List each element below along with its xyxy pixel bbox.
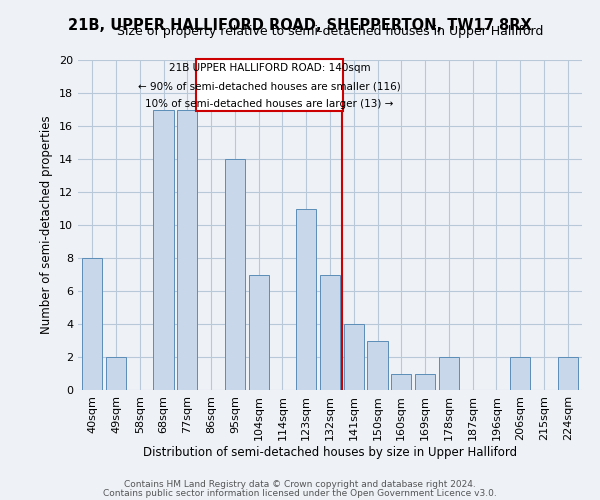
Text: 21B, UPPER HALLIFORD ROAD, SHEPPERTON, TW17 8RX: 21B, UPPER HALLIFORD ROAD, SHEPPERTON, T… xyxy=(68,18,532,32)
Text: 21B UPPER HALLIFORD ROAD: 140sqm: 21B UPPER HALLIFORD ROAD: 140sqm xyxy=(169,63,370,73)
Bar xyxy=(154,110,173,390)
Bar xyxy=(177,110,197,390)
Text: 10% of semi-detached houses are larger (13) →: 10% of semi-detached houses are larger (… xyxy=(145,98,394,108)
Bar xyxy=(225,159,245,390)
Bar xyxy=(248,274,269,390)
Bar xyxy=(510,357,530,390)
Text: Contains HM Land Registry data © Crown copyright and database right 2024.: Contains HM Land Registry data © Crown c… xyxy=(124,480,476,489)
Bar xyxy=(106,357,126,390)
X-axis label: Distribution of semi-detached houses by size in Upper Halliford: Distribution of semi-detached houses by … xyxy=(143,446,517,458)
Text: Contains public sector information licensed under the Open Government Licence v3: Contains public sector information licen… xyxy=(103,488,497,498)
Bar xyxy=(367,340,388,390)
Bar xyxy=(415,374,435,390)
Bar xyxy=(320,274,340,390)
Bar xyxy=(391,374,412,390)
Y-axis label: Number of semi-detached properties: Number of semi-detached properties xyxy=(40,116,53,334)
FancyBboxPatch shape xyxy=(196,59,343,111)
Text: ← 90% of semi-detached houses are smaller (116): ← 90% of semi-detached houses are smalle… xyxy=(138,82,401,92)
Bar xyxy=(82,258,103,390)
Bar xyxy=(557,357,578,390)
Bar xyxy=(296,208,316,390)
Bar xyxy=(344,324,364,390)
Bar xyxy=(439,357,459,390)
Title: Size of property relative to semi-detached houses in Upper Halliford: Size of property relative to semi-detach… xyxy=(117,25,543,38)
